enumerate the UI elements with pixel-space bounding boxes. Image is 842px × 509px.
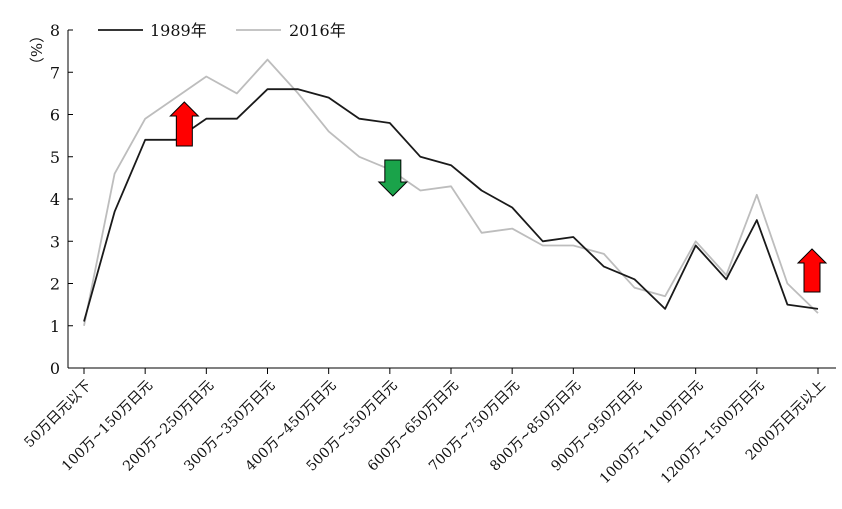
series-line-1989年 [83,88,819,322]
y-tick-label: 5 [50,148,60,167]
y-tick-label: 3 [50,232,60,251]
axes: 012345678（%）50万日元以下100万~150万日元200万~250万日… [21,21,836,487]
y-tick-label: 2 [50,275,60,294]
red-up-arrow [169,101,200,147]
y-tick-label: 1 [50,317,60,336]
series-lines [83,58,819,326]
y-axis-label: （%） [27,28,45,72]
green-down-arrow [377,159,409,197]
x-tick-label: 1200万~1500万日元 [658,378,768,488]
y-tick-label: 6 [50,106,60,125]
x-tick-label: 1000万~1100万日元 [597,378,707,488]
series-line-2016年 [83,58,819,326]
legend-label-1989: 1989年 [150,21,207,40]
y-tick-label: 4 [50,190,60,209]
y-tick-label: 0 [50,359,60,378]
legend-label-2016: 2016年 [289,21,346,40]
y-tick-label: 7 [50,63,60,82]
annotations [169,101,828,293]
legend: 1989年 2016年 [98,21,346,40]
red-up-arrow [796,248,828,293]
y-tick-label: 8 [50,21,60,40]
